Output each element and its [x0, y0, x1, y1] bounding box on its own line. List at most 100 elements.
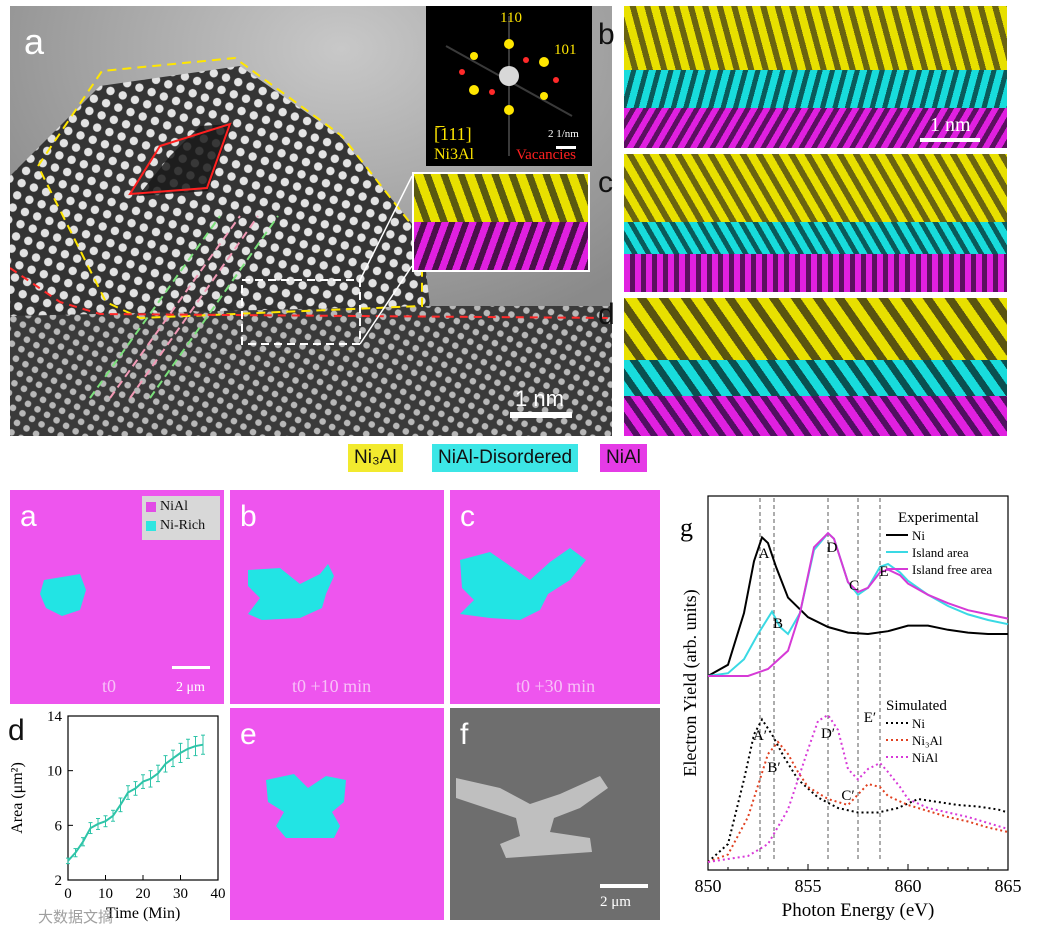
exp-peak-label: B — [773, 616, 783, 632]
sem-structure — [456, 776, 608, 858]
sim-peak-label: A′ — [753, 728, 767, 744]
fft-zone-axis: [̅111] — [434, 124, 472, 144]
island-shape — [248, 564, 334, 620]
legend-ni3al: Ni₃Al — [348, 444, 403, 472]
sim-peak-label: B′ — [767, 760, 780, 776]
legend-nial-disordered: NiAl-Disordered — [432, 444, 579, 472]
panel-b-strips: 1 nm — [624, 6, 1007, 148]
legend-label: Ni — [912, 716, 925, 731]
y-axis-label: Area (μm²) — [9, 762, 26, 834]
experimental-series-island-free-area — [708, 531, 1009, 677]
legend-label-ni-rich: Ni-Rich — [160, 518, 206, 533]
area-series-line — [67, 743, 204, 862]
map-a-legend: NiAl Ni-Rich — [142, 496, 220, 540]
map-a: a NiAl Ni-Rich t0 2 μm — [10, 490, 224, 704]
y-axis-label: Electron Yield (arb. units) — [680, 589, 701, 776]
chart-label-g: g — [680, 513, 693, 542]
zoom-inset — [412, 172, 590, 272]
map-f-scalebar-label: 2 μm — [600, 894, 631, 910]
y-tick-label: 6 — [55, 818, 63, 834]
exp-peak-label: E — [879, 564, 888, 580]
x-tick-label: 30 — [173, 886, 188, 902]
map-label-f: f — [460, 718, 469, 751]
panel-d-strips — [624, 298, 1007, 436]
legend-experimental-title: Experimental — [898, 510, 979, 526]
x-tick-label: 0 — [64, 886, 72, 902]
map-b-time: t0 +10 min — [292, 676, 372, 696]
x-tick-label: 20 — [136, 886, 151, 902]
area-vs-time-chart: 0 10 20 30 40 2 6 10 14 Time (Min) Area (μm²) — [9, 709, 226, 922]
island-shape — [460, 548, 586, 620]
exp-peak-label: D — [827, 540, 838, 556]
map-label-e: e — [240, 718, 257, 751]
x-axis-label: Time (Min) — [106, 905, 181, 922]
exp-peak-label: C — [849, 578, 859, 594]
watermark: 大数据文摘 — [38, 908, 114, 926]
legend-label-nial: NiAl — [160, 499, 188, 514]
experimental-series-ni — [707, 535, 1008, 677]
fft-vacancies: Vacancies — [516, 147, 576, 163]
exp-peak-label: A — [759, 546, 770, 562]
interface-line — [10, 267, 612, 319]
map-f-sem: f 2 μm — [450, 708, 660, 920]
map-e: e — [230, 708, 444, 920]
fft-inset: 110 101 [̅111] Ni3Al Vacancies 2 1/nm — [426, 6, 592, 166]
panel-label-d: d — [598, 298, 615, 331]
map-label-c: c — [460, 500, 475, 533]
legend-simulated-title: Simulated — [886, 698, 947, 714]
x-tick-label: 860 — [895, 876, 922, 896]
x-tick-label: 850 — [695, 876, 722, 896]
panel-label-a: a — [24, 21, 45, 62]
map-a-time: t0 — [102, 676, 117, 696]
simulated-series-ni-al — [707, 740, 1009, 863]
map-f-scalebar — [600, 884, 648, 888]
fft-scalebar: 2 1/nm — [548, 128, 579, 140]
legend-nial: NiAl — [600, 444, 647, 472]
fft-spot-101: 101 — [554, 42, 577, 58]
chart-label-d: d — [8, 714, 25, 747]
plot-frame — [707, 495, 1009, 871]
scalebar-a-label: 1 nm — [515, 386, 564, 411]
legend-label: Island area — [912, 545, 969, 560]
legend-label: Island free area — [912, 562, 992, 577]
legend-label: NiAl — [912, 750, 938, 765]
island-shape — [266, 774, 346, 838]
simulated-series-ni — [707, 717, 1009, 863]
x-tick-label: 10 — [98, 886, 113, 902]
map-a-scalebar-label: 2 μm — [176, 680, 205, 695]
vacancy-rhombus — [128, 122, 232, 196]
map-label-a: a — [20, 500, 37, 533]
panel-a-hrtem: a 1 nm 110 101 [̅111] Ni3Al Vacancies 2 — [10, 6, 612, 436]
x-tick-label: 855 — [795, 876, 822, 896]
zoom-box — [241, 279, 361, 345]
x-axis-label: Photon Energy (eV) — [782, 900, 935, 921]
legend-swatch-nial — [146, 502, 156, 512]
panel-label-c: c — [598, 166, 613, 199]
sim-peak-label: E′ — [864, 710, 876, 726]
panel-label-b: b — [598, 18, 615, 51]
x-tick-label: 865 — [995, 876, 1022, 896]
sim-peak-label: C′ — [841, 788, 854, 804]
y-tick-label: 14 — [47, 709, 63, 725]
sim-peak-label: D′ — [821, 726, 835, 742]
scalebar-a — [510, 412, 572, 418]
legend-swatch-ni-rich — [146, 521, 156, 531]
map-b: b t0 +10 min — [230, 490, 444, 704]
fft-spot-110: 110 — [500, 10, 522, 26]
scalebar-b-label: 1 nm — [930, 114, 971, 136]
map-label-b: b — [240, 500, 257, 533]
map-c: c t0 +30 min — [450, 490, 660, 704]
island-shape — [40, 574, 86, 616]
legend-label: Ni — [912, 528, 925, 543]
map-a-scalebar — [172, 666, 210, 669]
y-tick-label: 2 — [55, 873, 63, 889]
scalebar-b — [920, 138, 980, 142]
fft-phase: Ni3Al — [434, 146, 474, 163]
legend-label: Ni₃Al — [912, 733, 943, 748]
y-tick-label: 10 — [47, 764, 62, 780]
x-tick-label: 40 — [211, 886, 226, 902]
map-c-time: t0 +30 min — [516, 676, 596, 696]
panel-c-strips — [624, 154, 1007, 292]
xas-spectra-chart: 850 855 860 865 Photon Energy (eV) Electron Y… — [680, 495, 1022, 921]
fft-pattern — [445, 16, 576, 156]
